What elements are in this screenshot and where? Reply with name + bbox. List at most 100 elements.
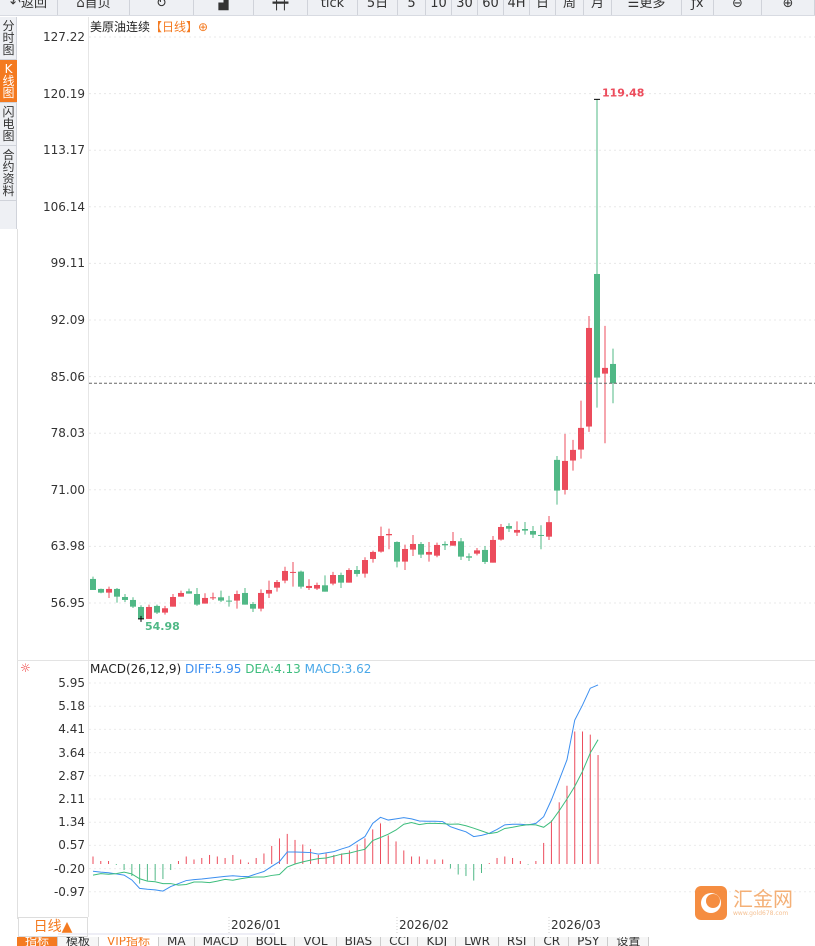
candle-body xyxy=(330,574,336,584)
menu-icon: ☰ xyxy=(627,0,640,11)
candle-body xyxy=(98,588,104,593)
back-button-label: 返回 xyxy=(20,0,47,11)
tab-6[interactable]: VOL xyxy=(295,937,337,946)
sidebar-tab-3[interactable]: 合约资料 xyxy=(0,146,17,201)
candle-body xyxy=(450,541,456,546)
period-60[interactable]: 60 xyxy=(478,0,504,15)
period-day-label: 日 xyxy=(535,0,549,11)
home-button[interactable]: ⌂ 首页 xyxy=(58,0,130,15)
low-label: 54.98 xyxy=(145,620,180,633)
macd-header: MACD(26,12,9) DIFF:5.95 DEA:4.13 MACD:3.… xyxy=(90,662,371,676)
macd-tick: 1.34 xyxy=(58,815,85,830)
price-tick: 106.14 xyxy=(43,199,85,214)
back-button[interactable]: ↶ 返回 xyxy=(0,0,58,15)
period-tick[interactable]: tick xyxy=(308,0,358,15)
price-tick: 92.09 xyxy=(50,313,85,327)
candle-body xyxy=(474,550,480,554)
period-week[interactable]: 周 xyxy=(556,0,584,15)
macd-tick: 0.57 xyxy=(58,838,85,853)
candle-body xyxy=(202,597,208,604)
candle-body xyxy=(234,594,240,601)
crosshair-toggle-icon[interactable]: ⊕ xyxy=(198,20,209,34)
logo-url: www.gold678.com xyxy=(733,910,789,917)
candle-body xyxy=(562,460,568,490)
candle-body xyxy=(218,597,224,601)
candle-body xyxy=(426,551,432,555)
candle-body xyxy=(394,541,400,562)
tab-3[interactable]: MA xyxy=(159,937,195,946)
candle-body xyxy=(370,551,376,559)
tab-0[interactable]: 指标 xyxy=(17,937,59,946)
price-tick: 85.06 xyxy=(50,369,85,384)
formula-button[interactable]: ƒx xyxy=(682,0,714,15)
period-30-label: 30 xyxy=(456,0,473,11)
period-4h[interactable]: 4H xyxy=(504,0,530,15)
period-30[interactable]: 30 xyxy=(452,0,478,15)
candle-body xyxy=(226,600,232,602)
tab-8[interactable]: CCI xyxy=(381,937,419,946)
candle-body xyxy=(546,522,552,537)
candle-body xyxy=(306,585,312,588)
instrument-name: 美原油连续 xyxy=(90,20,151,34)
candle-body xyxy=(402,548,408,562)
candle-body xyxy=(250,603,256,609)
sidebar-tab-0[interactable]: 分时图 xyxy=(0,17,17,60)
candle-body xyxy=(282,570,288,581)
macd-title: MACD(26,12,9) xyxy=(90,662,182,676)
macd-tick: 3.64 xyxy=(58,745,85,760)
candle-body xyxy=(602,367,608,374)
tab-10[interactable]: LWR xyxy=(456,937,499,946)
logo-text: 汇金网 xyxy=(733,887,793,911)
candle-body xyxy=(530,531,536,535)
tab-4[interactable]: MACD xyxy=(194,937,248,946)
candle-body xyxy=(274,582,280,588)
tab-14[interactable]: 设置 xyxy=(608,937,650,946)
candle-body xyxy=(122,596,128,600)
price-tick: 78.03 xyxy=(50,426,85,441)
tab-13[interactable]: PSY xyxy=(569,937,609,946)
indicator-button[interactable]: ▟ xyxy=(194,0,254,15)
tab-7[interactable]: BIAS xyxy=(336,937,382,946)
tab-9[interactable]: KDJ xyxy=(418,937,457,946)
sidebar-tab-2[interactable]: 闪电图 xyxy=(0,103,17,146)
period-selector[interactable]: 日线▲ xyxy=(18,917,88,937)
tab-12[interactable]: CR xyxy=(535,937,570,946)
tab-5[interactable]: BOLL xyxy=(247,937,296,946)
candle-body xyxy=(258,592,264,609)
period-5day[interactable]: 5日 xyxy=(358,0,398,15)
zoom-in-button-label: ⊕ xyxy=(782,0,794,11)
zoom-out-button[interactable]: ⊖ xyxy=(714,0,762,15)
macd-tick: 2.87 xyxy=(58,768,85,783)
tab-2[interactable]: VIP指标 xyxy=(99,937,160,946)
candle-body xyxy=(162,608,168,613)
sidebar-tab-1[interactable]: K线图 xyxy=(0,60,17,103)
candle-body xyxy=(442,543,448,546)
toolbar: ↶ 返回 ⌂ 首页 ↻ ▟ ┿┿ tick 5日 5 10 30 60 4H 日周月 ☰ 更多 ƒx ⊖ ⊕ xyxy=(0,0,815,16)
candle-body xyxy=(266,589,272,594)
candle-body xyxy=(298,571,304,587)
period-10[interactable]: 10 xyxy=(426,0,452,15)
panel-divider xyxy=(17,660,815,661)
tab-1[interactable]: 模板 xyxy=(58,937,100,946)
candle-style-button[interactable]: ┿┿ xyxy=(254,0,308,15)
period-month[interactable]: 月 xyxy=(584,0,612,15)
indicator-tabs: 指标 模板 VIP指标 MA MACD BOLL VOL BIAS CCI KDJ LWR RSI CR… xyxy=(17,937,650,946)
more-button[interactable]: ☰ 更多 xyxy=(612,0,682,15)
candle-body xyxy=(514,529,520,533)
period-day[interactable]: 日 xyxy=(530,0,556,15)
refresh-icon: ↻ xyxy=(156,0,167,11)
candle-body xyxy=(578,427,584,450)
logo-text-group: 汇金网 www.gold678.com xyxy=(733,888,793,918)
candle-body xyxy=(106,588,112,593)
refresh-button[interactable]: ↻ xyxy=(130,0,194,15)
price-tick: 63.98 xyxy=(50,539,85,554)
settings-gear-icon[interactable]: ☼ xyxy=(20,661,31,675)
period-5[interactable]: 5 xyxy=(398,0,426,15)
candle-body xyxy=(194,594,200,605)
candle-body xyxy=(482,549,488,562)
period-5-label: 5 xyxy=(407,0,416,11)
tab-11[interactable]: RSI xyxy=(498,937,536,946)
macd-tick: -0.20 xyxy=(53,861,85,876)
period-5day-label: 5日 xyxy=(366,0,389,11)
